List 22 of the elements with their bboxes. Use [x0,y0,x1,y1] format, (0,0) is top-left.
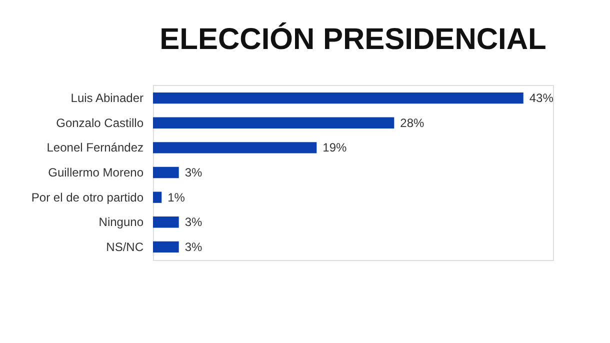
data-label: 3% [184,166,203,180]
data-label: 3% [184,240,203,254]
y-tick-label: Ninguno [98,215,144,230]
y-tick-label: Gonzalo Castillo [56,116,144,130]
y-tick-label: Por el de otro partido [31,190,144,204]
bar [153,142,317,154]
y-tick-label: Guillermo Moreno [48,166,144,180]
data-label: 43% [529,91,554,106]
bar [153,241,179,253]
bar [153,117,394,128]
bar [153,192,162,203]
data-label: 28% [400,116,425,130]
y-tick-label: NS/NC [106,240,144,254]
data-label: 19% [322,140,347,155]
bar [153,166,179,178]
chart-title: ELECCIÓN PRESIDENCIAL [160,22,546,56]
y-tick-label: Luis Abinader [70,91,144,106]
data-label: 3% [184,215,203,230]
bar [153,216,179,228]
bar [153,92,524,104]
data-label: 1% [168,190,186,204]
y-tick-label: Leonel Fernández [46,140,144,155]
